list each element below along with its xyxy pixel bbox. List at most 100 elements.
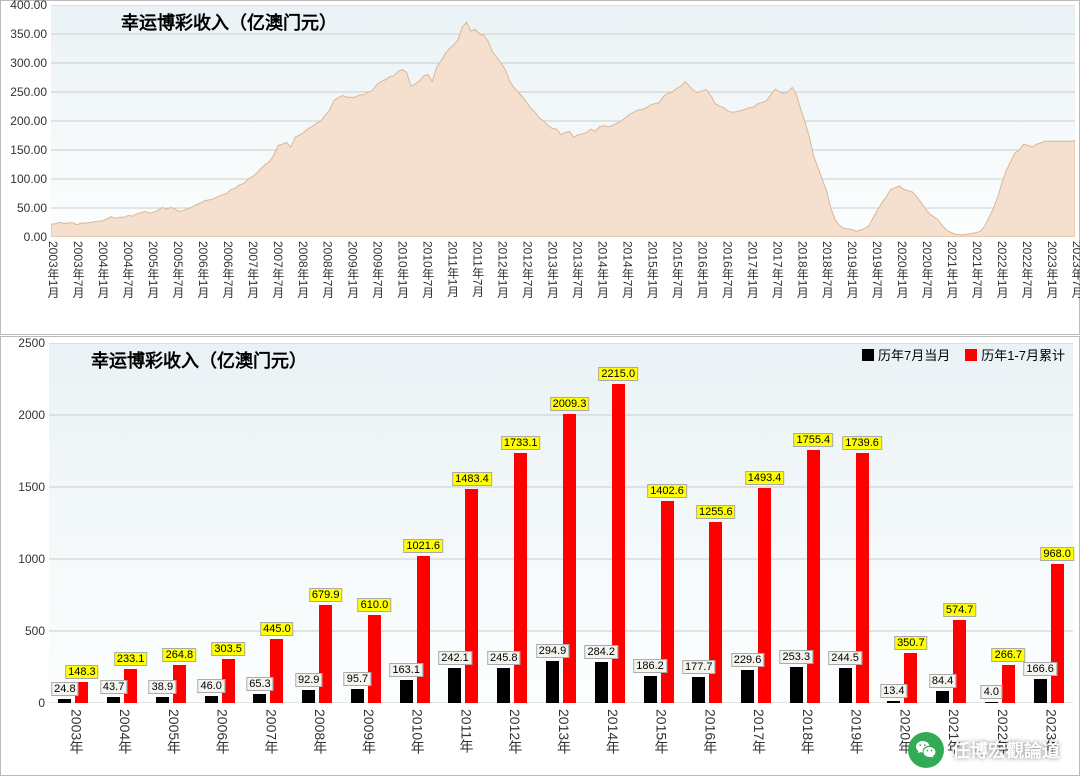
value-label-red: 679.9 [309, 588, 343, 602]
y-tick-label: 2500 [1, 336, 45, 350]
bar-red [1002, 665, 1015, 703]
legend-item-red: 历年1-7月累计 [965, 345, 1065, 364]
value-label-red: 2009.3 [550, 397, 590, 411]
x-tick-label: 2009年 [359, 709, 379, 754]
bar-chart-container: 148.324.8233.143.7264.838.9303.546.0445.… [0, 336, 1080, 776]
y-tick-label: 200.00 [1, 114, 47, 128]
y-tick-label: 500 [1, 624, 45, 638]
bar-black [985, 702, 998, 703]
value-label-red: 1739.6 [842, 436, 882, 450]
value-label-red: 303.5 [211, 642, 245, 656]
value-label-black: 46.0 [197, 679, 224, 693]
bar-red [856, 453, 869, 704]
bar-black [595, 662, 608, 703]
y-tick-label: 400.00 [1, 0, 47, 12]
legend-swatch-black [862, 349, 874, 361]
x-tick-label: 2013年7月 [569, 241, 586, 298]
x-tick-label: 2022年7月 [1019, 241, 1036, 298]
bar-black [839, 668, 852, 703]
value-label-black: 92.9 [295, 673, 322, 687]
x-tick-label: 2020年1月 [894, 241, 911, 298]
bar-black [253, 694, 266, 703]
x-tick-label: 2014年1月 [594, 241, 611, 298]
value-label-red: 264.8 [163, 648, 197, 662]
y-tick-label: 2000 [1, 408, 45, 422]
x-tick-label: 2007年1月 [245, 241, 262, 298]
bar-red [368, 615, 381, 703]
x-tick-label: 2018年7月 [819, 241, 836, 298]
x-tick-label: 2020年7月 [919, 241, 936, 298]
value-label-red: 233.1 [114, 652, 148, 666]
bar-black [790, 667, 803, 703]
x-tick-label: 2004年 [115, 709, 135, 754]
bar-red [319, 605, 332, 703]
value-label-black: 38.9 [149, 680, 176, 694]
x-tick-label: 2004年1月 [95, 241, 112, 298]
value-label-red: 2215.0 [598, 367, 638, 381]
x-tick-label: 2010年7月 [420, 241, 437, 298]
x-tick-label: 2008年1月 [295, 241, 312, 298]
y-tick-label: 50.00 [1, 201, 47, 215]
x-tick-label: 2014年7月 [619, 241, 636, 298]
value-label-red: 148.3 [65, 665, 99, 679]
bar-black [302, 690, 315, 703]
value-label-red: 968.0 [1040, 547, 1074, 561]
x-tick-label: 2003年1月 [45, 241, 62, 298]
x-tick-label: 2008年7月 [320, 241, 337, 298]
x-tick-label: 2023年7月 [1069, 241, 1080, 298]
bar-black [400, 680, 413, 703]
y-tick-label: 0 [1, 696, 45, 710]
value-label-black: 284.2 [584, 645, 618, 659]
bar-red [417, 556, 430, 703]
bar-black [546, 661, 559, 703]
y-tick-label: 1000 [1, 552, 45, 566]
x-tick-label: 2021年7月 [969, 241, 986, 298]
value-label-black: 24.8 [51, 682, 78, 696]
x-tick-label: 2013年 [554, 709, 574, 754]
x-tick-label: 2006年1月 [195, 241, 212, 298]
x-tick-label: 2023年1月 [1044, 241, 1061, 298]
bar-black [692, 677, 705, 703]
watermark: 任博宏觀論道 [908, 732, 1060, 768]
x-tick-label: 2012年7月 [520, 241, 537, 298]
bar-chart-plot: 148.324.8233.143.7264.838.9303.546.0445.… [49, 343, 1073, 703]
y-tick-label: 250.00 [1, 85, 47, 99]
y-tick-label: 0.00 [1, 230, 47, 244]
x-tick-label: 2006年 [213, 709, 233, 754]
bar-black [644, 676, 657, 703]
x-tick-label: 2015年 [652, 709, 672, 754]
x-tick-label: 2019年7月 [869, 241, 886, 298]
y-tick-label: 150.00 [1, 143, 47, 157]
legend-swatch-red [965, 349, 977, 361]
value-label-red: 1483.4 [452, 472, 492, 486]
x-tick-label: 2011年1月 [445, 241, 462, 297]
y-tick-label: 1500 [1, 480, 45, 494]
y-tick-label: 100.00 [1, 172, 47, 186]
value-label-red: 1755.4 [793, 433, 833, 447]
bar-red [465, 489, 478, 703]
bar-red [514, 453, 527, 703]
x-tick-label: 2008年 [310, 709, 330, 754]
x-tick-label: 2006年7月 [220, 241, 237, 298]
bar-chart-legend: 历年7月当月 历年1-7月累计 [862, 345, 1065, 364]
x-tick-label: 2003年7月 [70, 241, 87, 298]
bar-chart-title: 幸运博彩收入（亿澳门元） [91, 347, 307, 373]
bar-red [563, 414, 576, 703]
x-tick-label: 2017年 [749, 709, 769, 754]
wechat-icon [908, 732, 944, 768]
value-label-black: 95.7 [344, 672, 371, 686]
bar-red [270, 639, 283, 703]
x-tick-label: 2015年1月 [644, 241, 661, 298]
x-tick-label: 2005年7月 [170, 241, 187, 298]
bar-red [758, 488, 771, 703]
x-tick-label: 2009年7月 [370, 241, 387, 298]
value-label-red: 574.7 [943, 603, 977, 617]
x-tick-label: 2019年1月 [844, 241, 861, 298]
x-tick-label: 2003年 [66, 709, 86, 754]
x-tick-label: 2015年7月 [669, 241, 686, 298]
value-label-red: 1493.4 [745, 471, 785, 485]
x-tick-label: 2014年 [603, 709, 623, 754]
value-label-black: 65.3 [246, 677, 273, 691]
value-label-black: 294.9 [536, 644, 570, 658]
legend-item-black: 历年7月当月 [862, 345, 950, 364]
